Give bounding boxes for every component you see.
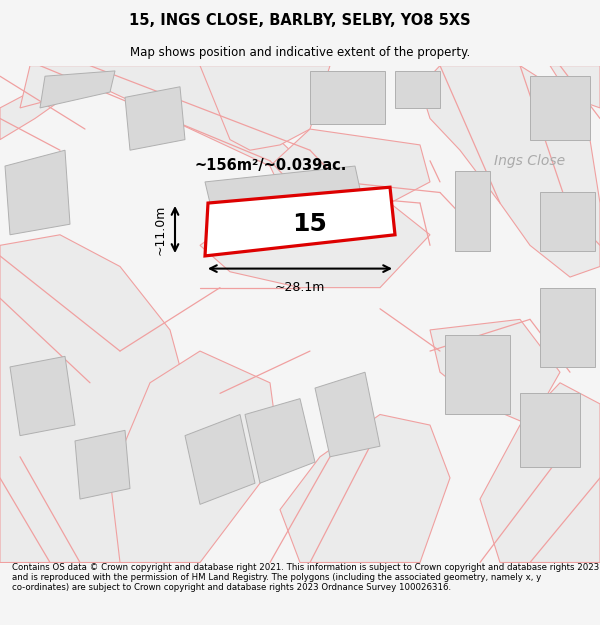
Polygon shape [395, 71, 440, 108]
Polygon shape [0, 66, 110, 139]
Text: Ings Close: Ings Close [494, 154, 566, 168]
Polygon shape [205, 188, 395, 256]
Text: ~11.0m: ~11.0m [154, 204, 167, 254]
Polygon shape [20, 66, 290, 166]
Polygon shape [540, 288, 595, 367]
Text: Contains OS data © Crown copyright and database right 2021. This information is : Contains OS data © Crown copyright and d… [12, 562, 599, 592]
Polygon shape [205, 166, 370, 246]
Polygon shape [40, 71, 115, 108]
Text: 15: 15 [293, 213, 328, 236]
Polygon shape [200, 66, 330, 150]
Text: ~28.1m: ~28.1m [275, 281, 325, 294]
Polygon shape [270, 129, 430, 203]
Polygon shape [455, 171, 490, 251]
Polygon shape [0, 235, 190, 562]
Polygon shape [10, 356, 75, 436]
Polygon shape [5, 150, 70, 235]
Polygon shape [540, 192, 595, 251]
Polygon shape [280, 414, 450, 562]
Polygon shape [245, 399, 315, 483]
Text: 15, INGS CLOSE, BARLBY, SELBY, YO8 5XS: 15, INGS CLOSE, BARLBY, SELBY, YO8 5XS [129, 13, 471, 28]
Polygon shape [550, 66, 600, 108]
Polygon shape [185, 414, 255, 504]
Polygon shape [480, 382, 600, 562]
Polygon shape [530, 76, 590, 139]
Polygon shape [430, 319, 560, 425]
Polygon shape [315, 372, 380, 457]
Polygon shape [420, 66, 600, 277]
Polygon shape [520, 393, 580, 468]
Polygon shape [310, 71, 385, 124]
Text: Map shows position and indicative extent of the property.: Map shows position and indicative extent… [130, 46, 470, 59]
Polygon shape [125, 87, 185, 150]
Polygon shape [110, 351, 280, 562]
Polygon shape [75, 431, 130, 499]
Text: ~156m²/~0.039ac.: ~156m²/~0.039ac. [195, 159, 347, 174]
Polygon shape [200, 188, 430, 288]
Polygon shape [445, 335, 510, 414]
